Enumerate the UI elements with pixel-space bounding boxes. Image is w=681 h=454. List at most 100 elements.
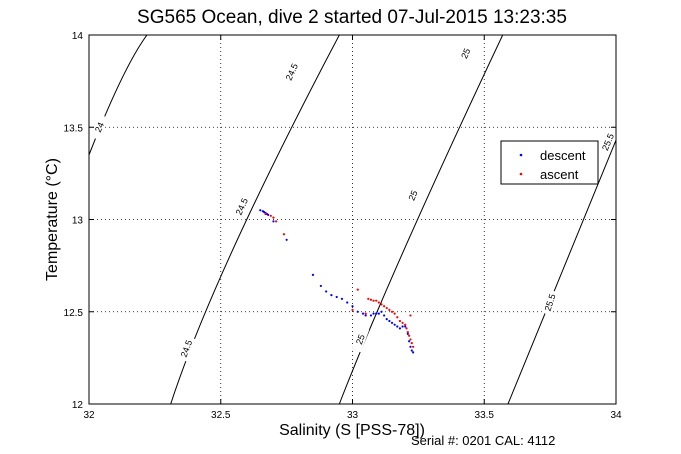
contour-label: 25	[354, 333, 367, 346]
ascent-point	[383, 305, 386, 308]
ascent-point	[408, 334, 411, 337]
y-tick-label: 14	[72, 31, 84, 42]
descent-point	[259, 209, 262, 212]
descent-point	[267, 213, 270, 216]
descent-point	[377, 312, 380, 315]
contour-label-bg	[282, 58, 302, 85]
ascent-point	[264, 212, 267, 216]
ascent-point	[385, 306, 388, 310]
axis-ticks: 32 32.5 33 33.5 34 12 12.5 13 13.5 14	[64, 31, 622, 421]
descent-point	[272, 220, 275, 223]
legend-descent-marker	[519, 153, 523, 157]
ascent-point	[405, 327, 408, 330]
descent-point	[369, 314, 373, 317]
contour-label: 24.5	[179, 339, 194, 359]
descent-point	[335, 295, 338, 299]
descent-point	[398, 327, 402, 330]
contour-label: 24	[93, 121, 106, 134]
contour-label-bg	[232, 193, 252, 220]
ascent-point	[406, 330, 409, 334]
descent-point	[404, 325, 407, 328]
ascent-point	[380, 303, 383, 306]
serial-cal-footer: Serial #: 0201 CAL: 4112	[411, 433, 555, 448]
descent-point	[410, 349, 413, 352]
descent-point	[319, 284, 322, 288]
contour-label: 24.5	[284, 62, 300, 82]
descent-point	[390, 321, 394, 324]
ascent-point	[401, 321, 404, 324]
contour-label-bg	[177, 335, 196, 362]
descent-point	[388, 319, 391, 323]
ascent-point	[390, 310, 394, 313]
ascent-point	[396, 316, 399, 319]
contour-label: 25	[459, 47, 472, 60]
descent-point	[285, 238, 288, 241]
descent-point	[364, 314, 367, 317]
ascent-point	[393, 312, 396, 315]
descent-point	[356, 310, 359, 313]
x-axis-label: Salinity (S [PSS-78])	[279, 422, 425, 439]
data-points	[259, 209, 415, 354]
descent-point	[311, 273, 315, 276]
ascent-point	[356, 288, 359, 291]
chart-title: SG565 Ocean, dive 2 started 07-Jul-2015 …	[137, 7, 567, 28]
descent-point	[375, 312, 378, 315]
descent-point	[406, 332, 409, 335]
descent-point	[401, 325, 404, 328]
ascent-point	[388, 308, 391, 312]
descent-point	[361, 312, 365, 315]
legend-ascent-marker	[519, 172, 523, 176]
y-tick-label: 12	[72, 400, 84, 411]
x-tick-label: 34	[610, 410, 622, 421]
ascent-point	[375, 299, 378, 302]
ascent-point	[351, 308, 354, 312]
legend-ascent-label: ascent	[540, 167, 579, 182]
ascent-point	[372, 299, 375, 302]
ascent-point	[398, 319, 402, 323]
legend-box	[500, 140, 599, 185]
descent-point	[409, 345, 412, 348]
descent-point	[385, 318, 388, 321]
ascent-point	[410, 342, 413, 345]
x-tick-label: 32.5	[211, 410, 231, 421]
y-axis-label: Temperature (°C)	[44, 158, 61, 281]
legend-descent-label: descent	[540, 148, 586, 163]
ascent-point	[369, 298, 373, 301]
x-tick-label: 32	[83, 410, 95, 421]
ascent-point	[377, 301, 380, 304]
descent-point	[412, 351, 415, 354]
x-tick-label: 33	[347, 410, 359, 421]
ascent-point	[272, 216, 275, 219]
density-contour-line	[507, 139, 616, 404]
ascent-point	[274, 220, 278, 223]
y-tick-label: 13.5	[64, 123, 84, 134]
contour-label-bg	[456, 40, 476, 67]
contour-label: 25.5	[543, 293, 558, 313]
contour-label: 25.5	[600, 132, 616, 152]
descent-point	[346, 301, 349, 304]
ascent-point	[404, 323, 407, 326]
grid-lines	[89, 35, 616, 404]
contour-label: 25	[407, 189, 420, 202]
ascent-point	[269, 214, 272, 217]
contour-label-bg	[598, 129, 618, 156]
ascent-point	[367, 297, 370, 300]
contour-label-bg	[351, 326, 370, 353]
descent-point	[325, 290, 328, 293]
density-contour-line	[170, 35, 340, 404]
ascent-point	[364, 312, 367, 315]
descent-point	[393, 323, 396, 326]
contour-label-bg	[403, 182, 423, 209]
contour-label-bg	[541, 289, 559, 316]
ascent-point	[412, 345, 415, 348]
x-tick-label: 33.5	[475, 410, 495, 421]
ascent-point	[409, 314, 412, 317]
descent-point	[383, 314, 386, 317]
ascent-point	[409, 338, 412, 341]
descent-point	[372, 312, 375, 315]
contour-label: 24.5	[234, 197, 250, 217]
descent-point	[330, 294, 333, 297]
descent-point	[408, 340, 411, 343]
y-tick-label: 13	[72, 216, 84, 227]
